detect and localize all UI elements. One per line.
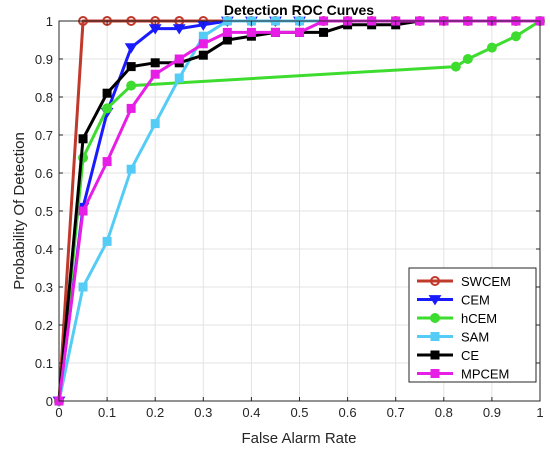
legend-swatch-marker xyxy=(430,332,440,341)
y-tick-label: 0.4 xyxy=(35,242,53,257)
legend-swatch-marker xyxy=(430,276,440,286)
data-point-sam xyxy=(198,31,208,41)
x-tick-label: 0.1 xyxy=(98,405,116,420)
x-tick-label: 0.3 xyxy=(194,405,212,420)
data-point-ce xyxy=(126,62,136,72)
data-point-cem xyxy=(124,43,138,54)
y-axis-label: Probability Of Detection xyxy=(11,132,28,290)
y-tick-label: 0.3 xyxy=(35,280,53,295)
data-point-mpcem xyxy=(78,206,88,216)
legend-item-sam: SAM xyxy=(417,330,489,345)
legend-swatch-marker xyxy=(430,350,440,360)
data-point-hcem xyxy=(486,42,497,53)
y-tick-label: 0 xyxy=(46,394,53,409)
data-point-cem xyxy=(172,24,186,35)
y-tick-label: 0.8 xyxy=(35,90,53,105)
legend-swatch-marker xyxy=(430,369,440,378)
y-tick-label: 1 xyxy=(46,14,53,29)
x-tick-label: 0.8 xyxy=(435,405,453,420)
data-point-ce xyxy=(319,27,329,37)
data-point-ce xyxy=(150,58,160,68)
y-tick-label: 0.2 xyxy=(35,318,53,333)
legend-label: MPCEM xyxy=(461,367,509,382)
data-point-mpcem xyxy=(126,103,136,113)
data-point-hcem xyxy=(510,31,521,42)
data-point-hcem xyxy=(126,80,137,91)
legend-item-swcem: SWCEM xyxy=(417,274,511,289)
legend-item-hcem: hCEM xyxy=(417,311,497,326)
data-point-sam xyxy=(102,236,112,246)
data-point-ce xyxy=(78,134,88,144)
legend-label: CE xyxy=(461,348,479,363)
x-tick-label: 0 xyxy=(55,405,62,420)
x-tick-label: 0.7 xyxy=(387,405,405,420)
x-tick-label: 0.4 xyxy=(242,405,260,420)
x-tick-label: 1 xyxy=(536,405,543,420)
y-tick-label: 0.1 xyxy=(35,356,53,371)
y-tick-label: 0.6 xyxy=(35,166,53,181)
data-point-sam xyxy=(78,282,88,292)
data-point-sam xyxy=(126,164,136,174)
data-point-ce xyxy=(102,88,112,98)
legend-box xyxy=(408,267,537,383)
data-point-hcem xyxy=(450,61,461,72)
y-tick-label: 0.9 xyxy=(35,52,53,67)
data-point-mpcem xyxy=(198,39,208,49)
y-tick-label: 0.7 xyxy=(35,128,53,143)
data-point-sam xyxy=(174,73,184,83)
legend: SWCEM CEM hCEM SAM CE MPCEM xyxy=(408,267,537,383)
y-tick-label: 0.5 xyxy=(35,204,53,219)
legend-item-cem: CEM xyxy=(417,293,490,308)
data-point-mpcem xyxy=(246,27,256,37)
data-point-mpcem xyxy=(222,27,232,37)
data-point-hcem xyxy=(462,54,473,64)
data-point-sam xyxy=(150,119,160,129)
data-point-mpcem xyxy=(174,54,184,64)
chart-title: Detection ROC Curves xyxy=(224,2,374,18)
legend-label: CEM xyxy=(461,293,490,308)
x-tick-label: 0.2 xyxy=(146,405,164,420)
legend-swatch-marker xyxy=(428,295,442,306)
legend-label: hCEM xyxy=(461,311,497,326)
data-point-ce xyxy=(198,50,208,60)
data-point-hcem xyxy=(102,103,113,114)
data-point-ce xyxy=(222,35,232,45)
legend-label: SWCEM xyxy=(461,274,511,289)
data-point-mpcem xyxy=(270,27,280,37)
data-point-mpcem xyxy=(150,69,160,79)
legend-swatch-marker xyxy=(430,313,440,323)
legend-label: SAM xyxy=(461,330,489,345)
legend-item-ce: CE xyxy=(417,348,479,363)
x-tick-label: 0.6 xyxy=(339,405,357,420)
x-axis-label: False Alarm Rate xyxy=(241,430,356,447)
legend-item-mpcem: MPCEM xyxy=(417,367,509,382)
data-point-mpcem xyxy=(102,157,112,167)
x-tick-label: 0.5 xyxy=(290,405,308,420)
data-point-mpcem xyxy=(295,27,304,37)
x-tick-label: 0.9 xyxy=(483,405,501,420)
tick-labels: 0 0.1 0.2 0.3 0.4 0.5 0.6 0.7 0.8 0.9 1 0 0.1 0.2 0.3 0… xyxy=(35,14,544,420)
